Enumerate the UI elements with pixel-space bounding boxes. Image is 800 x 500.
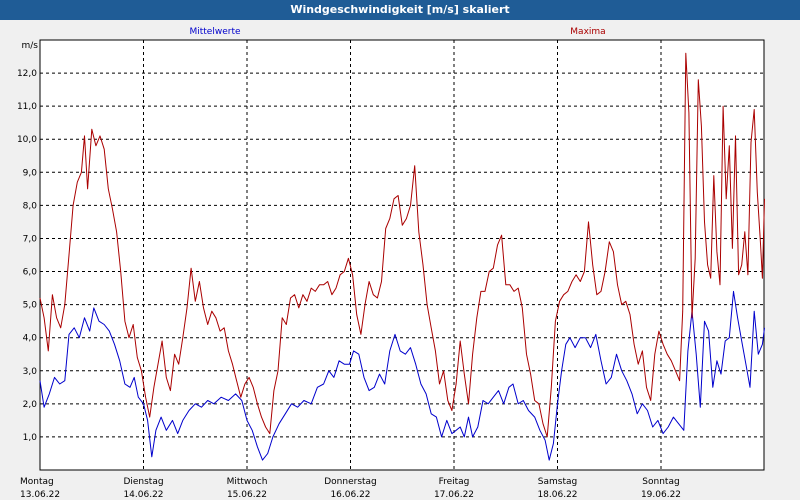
date-label: 16.06.22 xyxy=(330,490,370,500)
series-group xyxy=(39,52,765,461)
series-mean-line xyxy=(39,290,765,461)
window-title: Windgeschwindigkeit [m/s] skaliert xyxy=(0,0,800,20)
day-label: Dienstag xyxy=(123,477,163,487)
y-tick-label: 11,0 xyxy=(17,102,37,112)
y-tick-label: 5,0 xyxy=(23,301,38,311)
date-label: 15.06.22 xyxy=(227,490,267,500)
y-tick-label: 2,0 xyxy=(23,400,38,410)
day-label: Sonntag xyxy=(642,477,679,487)
x-tick-labels: Montag 13.06.22 Dienstag 14.06.22 Mittwoch 15… xyxy=(20,477,681,500)
y-tick-label: 1,0 xyxy=(23,433,38,443)
legend-mean: Mittelwerte xyxy=(189,27,240,37)
y-tick-label: 6,0 xyxy=(23,268,38,278)
series-max-line xyxy=(39,52,765,438)
y-tick-label: 8,0 xyxy=(23,201,38,211)
date-label: 17.06.22 xyxy=(434,490,474,500)
day-label: Samstag xyxy=(538,477,577,487)
y-tick-label: 4,0 xyxy=(23,334,38,344)
day-label: Mittwoch xyxy=(227,477,268,487)
y-tick-label: 7,0 xyxy=(23,234,38,244)
grid xyxy=(40,39,764,470)
date-label: 13.06.22 xyxy=(20,490,60,500)
wind-speed-chart: 1,02,03,04,05,06,07,08,09,010,011,012,0 … xyxy=(17,27,765,500)
day-label: Freitag xyxy=(439,477,470,487)
plot-area xyxy=(39,39,765,471)
date-label: 19.06.22 xyxy=(641,490,681,500)
y-tick-label: 3,0 xyxy=(23,367,38,377)
date-label: 14.06.22 xyxy=(123,490,163,500)
day-label: Donnerstag xyxy=(324,477,377,487)
y-tick-labels: 1,0 2,0 3,0 4,0 5,0 6,0 7,0 8,0 9,0 10,0 11,0 12,0 xyxy=(17,69,37,443)
date-label: 18.06.22 xyxy=(537,490,577,500)
day-label: Montag xyxy=(20,477,54,487)
y-tick-label: 10,0 xyxy=(17,135,37,145)
y-tick-label: 12,0 xyxy=(17,69,37,79)
y-axis-unit: m/s xyxy=(22,41,39,51)
legend-max: Maxima xyxy=(570,27,605,37)
y-tick-label: 9,0 xyxy=(23,168,38,178)
